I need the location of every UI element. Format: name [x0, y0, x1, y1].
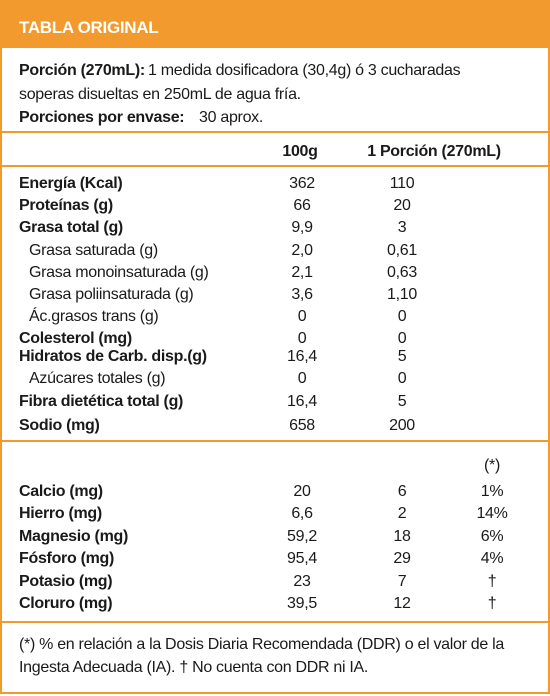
nutrient-name: Hidratos de Carb. disp.(g) — [19, 348, 207, 365]
value-portion: 12 — [393, 595, 411, 612]
value-portion: 29 — [393, 550, 411, 568]
value-100g: 2,1 — [291, 264, 313, 281]
mineral-name: Fósforo (mg) — [19, 550, 115, 568]
value-100g: 6,6 — [291, 505, 313, 523]
divider — [2, 131, 548, 133]
value-100g: 658 — [289, 417, 315, 434]
value-portion: 0 — [397, 330, 407, 347]
value-percent: 4% — [480, 550, 504, 568]
header-bar — [2, 0, 548, 48]
value-portion: 7 — [397, 572, 407, 590]
value-portion: 200 — [389, 417, 415, 434]
value-portion: 2 — [397, 505, 407, 523]
value-100g: 0 — [297, 308, 307, 325]
divider — [2, 165, 548, 167]
value-portion: 5 — [397, 393, 407, 410]
value-percent: † — [487, 595, 497, 612]
mineral-name: Calcio (mg) — [19, 483, 103, 500]
portion-text: 1 medida dosificadora (30,4g) ó 3 cuchar… — [148, 62, 461, 79]
value-100g: 23 — [293, 572, 311, 590]
column-header: 100g — [282, 143, 318, 160]
footnote: (*) % en relación a la Dosis Diaria Reco… — [19, 636, 504, 676]
value-100g: 362 — [289, 175, 315, 192]
value-portion: 3 — [397, 219, 407, 236]
value-100g: 16,4 — [287, 393, 317, 410]
sub-nutrient-name: Grasa saturada (g) — [29, 242, 158, 259]
value-portion: 18 — [393, 527, 411, 545]
value-100g: 16,4 — [287, 348, 317, 365]
nutrient-name: Energía (Kcal) — [19, 175, 123, 192]
value-percent: 6% — [480, 527, 504, 545]
value-100g: 2,0 — [291, 242, 313, 259]
nutrient-name: Grasa total (g) — [19, 219, 123, 236]
value-percent: 1% — [480, 483, 504, 500]
value-100g: 95,4 — [287, 550, 317, 568]
mineral-name: Potasio (mg) — [19, 572, 113, 590]
value-100g: 9,9 — [291, 219, 313, 236]
value-portion: 110 — [389, 175, 415, 192]
title: TABLA ORIGINAL — [19, 18, 159, 37]
value-portion: 0 — [397, 308, 407, 325]
sub-nutrient-name: Azúcares totales (g) — [29, 370, 166, 387]
sub-nutrient-name: Ác.grasos trans (g) — [29, 308, 159, 325]
value-portion: 5 — [397, 348, 407, 365]
value-portion: 1,10 — [387, 286, 417, 303]
divider — [2, 621, 548, 623]
value-portion: 0 — [397, 370, 407, 387]
mineral-name: Cloruro (mg) — [19, 595, 113, 612]
sub-nutrient-name: Grasa monoinsaturada (g) — [29, 264, 209, 281]
value-100g: 66 — [293, 197, 311, 214]
value-portion: 0,63 — [387, 264, 417, 281]
percent-header: (*) — [484, 457, 500, 474]
value-portion: 20 — [393, 197, 411, 214]
sub-nutrient-name: Grasa poliinsaturada (g) — [29, 286, 194, 303]
nutrient-name: Colesterol (mg) — [19, 330, 132, 347]
divider — [2, 440, 548, 442]
value-100g: 59,2 — [287, 527, 317, 545]
nutrient-name: Proteínas (g) — [19, 197, 113, 214]
value-100g: 39,5 — [287, 595, 317, 612]
value-percent: 14% — [476, 505, 508, 523]
value-portion: 0,61 — [387, 242, 417, 259]
servings-value: 30 aprox. — [199, 109, 264, 126]
value-portion: 6 — [397, 483, 407, 500]
value-100g: 3,6 — [291, 286, 313, 303]
column-header: 1 Porción (270mL) — [367, 143, 501, 160]
value-100g: 20 — [293, 483, 311, 500]
portion-label: Porción (270mL): — [19, 62, 145, 79]
nutrient-name: Sodio (mg) — [19, 417, 100, 434]
servings-label: Porciones por envase: — [19, 109, 185, 126]
value-100g: 0 — [297, 330, 307, 347]
value-percent: † — [487, 572, 497, 590]
portion-text: soperas disueltas en 250mL de agua fría. — [19, 86, 301, 103]
mineral-name: Hierro (mg) — [19, 505, 102, 523]
mineral-name: Magnesio (mg) — [19, 527, 128, 545]
value-100g: 0 — [297, 370, 307, 387]
nutrient-name: Fibra dietética total (g) — [19, 393, 184, 410]
